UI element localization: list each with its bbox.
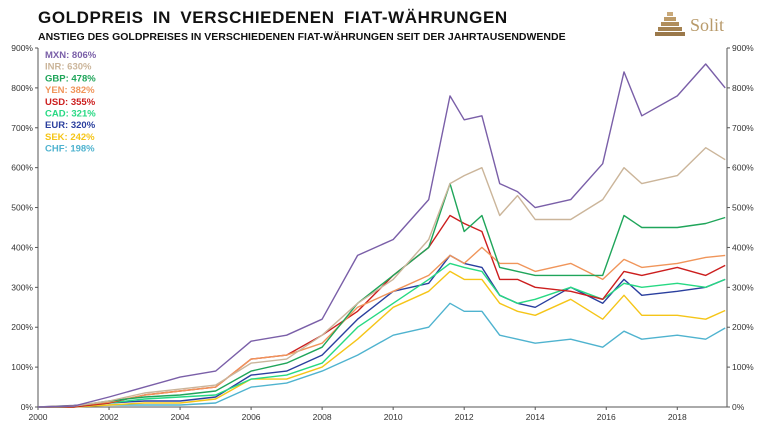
- series-line-eur: [37, 254, 726, 408]
- x-tick-label: 2006: [242, 412, 261, 422]
- x-tick-label: 2016: [597, 412, 616, 422]
- y-tick-label-right: 200%: [732, 322, 754, 332]
- y-tick-label: 200%: [11, 322, 33, 332]
- chart-legend: MXN: 806%INR: 630%GBP: 478%YEN: 382%USD:…: [45, 50, 97, 155]
- y-tick-label: 900%: [11, 43, 33, 53]
- chart-subtitle: ANSTIEG DES GOLDPREISES IN VERSCHIEDENEN…: [38, 31, 566, 43]
- series-line-yen: [37, 246, 726, 408]
- legend-entry-gbp: GBP: 478%: [45, 73, 96, 84]
- series-line-chf: [37, 302, 726, 408]
- chart-title: GOLDPREIS IN VERSCHIEDENEN FIAT-WÄHRUNGE…: [38, 8, 508, 27]
- logo-text: Solit: [690, 15, 725, 35]
- x-tick-label: 2012: [455, 412, 474, 422]
- x-tick-label: 2002: [100, 412, 119, 422]
- legend-entry-sek: SEK: 242%: [45, 132, 95, 143]
- y-tick-label-right: 0%: [732, 402, 745, 412]
- y-tick-label: 800%: [11, 83, 33, 93]
- legend-entry-cad: CAD: 321%: [45, 109, 96, 120]
- stepped-pyramid-icon: [655, 12, 685, 36]
- y-tick-label-right: 600%: [732, 163, 754, 173]
- y-tick-label: 0%: [21, 402, 34, 412]
- legend-entry-mxn: MXN: 806%: [45, 50, 97, 61]
- y-tick-label-right: 800%: [732, 83, 754, 93]
- x-tick-label: 2018: [668, 412, 687, 422]
- series-line-mxn: [37, 63, 726, 408]
- x-tick-label: 2004: [171, 412, 190, 422]
- y-tick-label-right: 900%: [732, 43, 754, 53]
- legend-entry-yen: YEN: 382%: [45, 85, 95, 96]
- x-tick-label: 2008: [313, 412, 332, 422]
- y-tick-label-right: 300%: [732, 282, 754, 292]
- y-tick-label-right: 700%: [732, 123, 754, 133]
- x-tick-label: 2014: [526, 412, 545, 422]
- y-tick-label-right: 100%: [732, 362, 754, 372]
- y-tick-label-right: 500%: [732, 203, 754, 213]
- legend-entry-eur: EUR: 320%: [45, 120, 96, 131]
- series-lines: [37, 63, 726, 408]
- legend-entry-chf: CHF: 198%: [45, 144, 95, 155]
- solit-logo: Solit: [654, 10, 754, 40]
- series-line-cad: [38, 262, 726, 408]
- series-line-gbp: [37, 182, 726, 408]
- y-tick-label: 600%: [11, 163, 33, 173]
- y-tick-label: 100%: [11, 362, 33, 372]
- y-tick-label: 300%: [11, 282, 33, 292]
- series-line-sek: [38, 270, 726, 408]
- legend-entry-inr: INR: 630%: [45, 62, 92, 73]
- y-tick-label: 700%: [11, 123, 33, 133]
- series-line-inr: [37, 146, 726, 408]
- y-tick-label-right: 400%: [732, 242, 754, 252]
- y-tick-label: 500%: [11, 203, 33, 213]
- legend-entry-usd: USD: 355%: [45, 97, 96, 108]
- y-tick-label: 400%: [11, 242, 33, 252]
- chart-axes: 0% 0% 100% 100% 200% 200% 300% 300% 400% 400% 500%…: [11, 43, 754, 422]
- x-tick-label: 2000: [29, 412, 48, 422]
- x-tick-label: 2010: [384, 412, 403, 422]
